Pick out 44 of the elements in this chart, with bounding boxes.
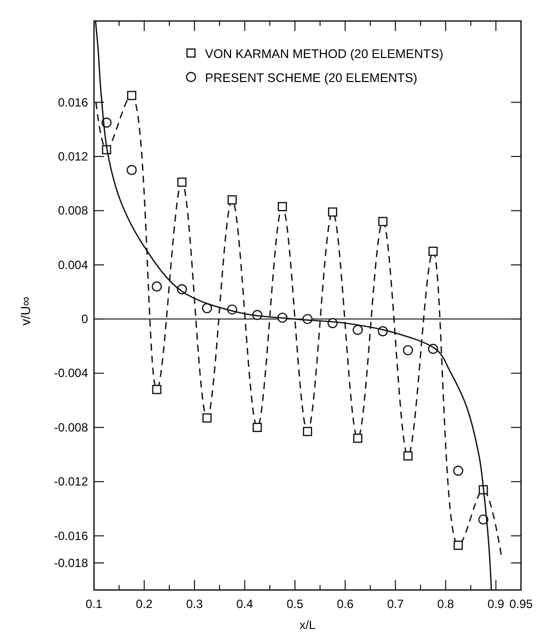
y-tick-label: 0.012 <box>58 149 88 164</box>
x-tick-label: 0.4 <box>236 597 254 611</box>
x-tick-label: 0.2 <box>136 597 153 611</box>
x-axis-title: x/L <box>299 618 316 632</box>
x-tick-label: 0.6 <box>336 597 354 611</box>
x-tick-label: 0.8 <box>437 597 454 611</box>
point <box>328 207 338 217</box>
y-tick-label: -0.008 <box>54 420 88 434</box>
point <box>152 281 162 292</box>
point <box>453 466 464 476</box>
y-tick-label: 0.016 <box>58 95 88 110</box>
point <box>252 422 262 432</box>
x-tick-label: 0.5 <box>286 597 304 611</box>
y-tick-label: -0.016 <box>54 528 88 543</box>
point <box>228 195 237 204</box>
point <box>402 345 414 356</box>
point <box>403 451 413 460</box>
legend-label: PRESENT SCHEME (20 ELEMENTS) <box>205 71 418 85</box>
y-tick-label: -0.018 <box>54 556 88 570</box>
y-axis-title: v/U∞ <box>18 296 33 326</box>
point <box>353 434 362 443</box>
y-tick-label: -0.012 <box>54 474 88 489</box>
point <box>177 178 187 187</box>
point <box>302 426 312 436</box>
point <box>152 384 162 394</box>
x-tick-label: 0.1 <box>86 597 103 611</box>
point <box>202 303 212 314</box>
y-tick-label: 0.004 <box>58 258 88 272</box>
x-tick-label: 0.95 <box>509 597 533 611</box>
y-tick-label: -0.004 <box>54 366 88 380</box>
x-tick-label: 0.9 <box>488 597 505 611</box>
point <box>428 246 438 256</box>
point <box>127 90 136 100</box>
y-tick-label: 0.008 <box>58 204 88 218</box>
x-tick-label: 0.3 <box>186 597 204 611</box>
point <box>352 324 363 335</box>
y-tick-label: 0 <box>81 312 88 326</box>
point <box>202 413 212 423</box>
legend-label: VON KARMAN METHOD (20 ELEMENTS) <box>205 47 444 61</box>
x-tick-label: 0.7 <box>387 597 404 611</box>
point <box>378 216 388 226</box>
point <box>454 540 463 550</box>
point <box>126 164 137 176</box>
point <box>278 202 287 212</box>
